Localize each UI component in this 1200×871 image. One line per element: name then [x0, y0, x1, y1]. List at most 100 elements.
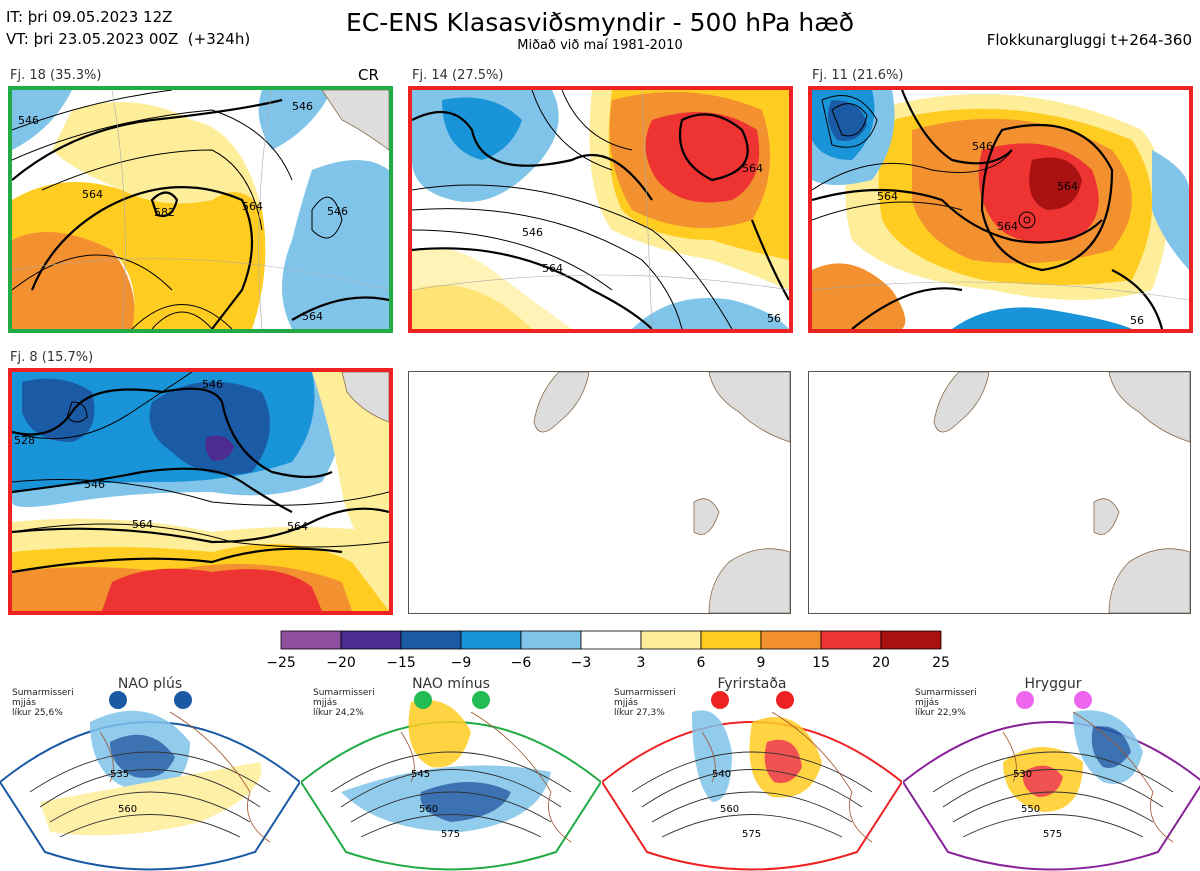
anomaly-map-1: 546 564 582 564 546 564 546 [12, 90, 389, 329]
colorbar-tick-label: 25 [932, 655, 950, 671]
regime-dot [472, 691, 490, 709]
colorbar-swatch [280, 630, 342, 650]
regime-contour-label: 560 [720, 804, 739, 815]
colorbar-tick-label: −9 [450, 655, 472, 671]
contour-label: 546 [202, 378, 223, 391]
colorbar-tick-label: −20 [326, 655, 356, 671]
panel-1-tag: CR [358, 66, 379, 84]
page-subtitle: Miðað við maí 1981-2010 [517, 38, 683, 53]
colorbar-swatch [340, 630, 402, 650]
regime-contour-label: 535 [110, 769, 129, 780]
contour-label: 564 [1057, 180, 1078, 193]
contour-label: 528 [14, 434, 35, 447]
regime-type: mjjás [12, 698, 36, 708]
regime-dot [776, 691, 794, 709]
init-time: IT: þri 09.05.2023 12Z [6, 8, 173, 26]
regime-contour-label: 560 [118, 804, 137, 815]
contour-label: 564 [877, 190, 898, 203]
page-title: EC-ENS Klasasviðsmyndir - 500 hPa hæð [345, 8, 855, 37]
contour-label: 564 [287, 520, 308, 533]
regime-name: Fyrirstaða [717, 676, 787, 692]
empty-map-panel-1 [408, 371, 791, 614]
colorbar-tick-label: 9 [756, 655, 766, 671]
contour-label: 546 [327, 205, 348, 218]
regime-name: NAO mínus [412, 676, 490, 692]
anomaly-map-2: 546 564 564 56 [412, 90, 789, 329]
colorbar-tick-label: −3 [570, 655, 592, 671]
regime-probability: líkur 25,6% [12, 708, 63, 718]
colorbar-tick-label: 15 [812, 655, 830, 671]
contour-label: 56 [767, 312, 781, 325]
contour-label: 564 [542, 262, 563, 275]
contour-label: 582 [154, 206, 175, 219]
contour-label: 56 [1130, 314, 1144, 327]
regime-type: mjjás [313, 698, 337, 708]
colorbar-tick-label: −15 [386, 655, 416, 671]
colorbar-swatch [640, 630, 702, 650]
anomaly-map-4: 528 546 546 564 564 [12, 372, 389, 611]
valid-time: VT: þri 23.05.2023 00Z (+324h) [6, 30, 251, 48]
regime-contour-label: 560 [419, 804, 438, 815]
colorbar-swatch [460, 630, 522, 650]
regime-probability: líkur 24,2% [313, 708, 364, 718]
regime-dot [174, 691, 192, 709]
regime-contour-label: 550 [1021, 804, 1040, 815]
regime-contour-label: 545 [411, 769, 430, 780]
contour-label: 564 [82, 188, 103, 201]
panel-3-label: Fj. 11 (21.6%) [812, 68, 904, 83]
anomaly-map-3: 546 564 564 564 56 [812, 90, 1189, 329]
regime-description: Sumarmisseri mjjás líkur 27,3% [614, 688, 676, 718]
colorbar-swatch [400, 630, 462, 650]
regime-probability: líkur 22,9% [915, 708, 966, 718]
regime-season: Sumarmisseri [313, 688, 375, 698]
regime-season: Sumarmisseri [12, 688, 74, 698]
cluster-map-panel-1: 546 564 582 564 546 564 546 [8, 86, 393, 333]
regime-contour-label: 530 [1013, 769, 1032, 780]
regime-season: Sumarmisseri [915, 688, 977, 698]
colorbar-swatch [760, 630, 822, 650]
contour-label: 564 [132, 518, 153, 531]
regime-description: Sumarmisseri mjjás líkur 22,9% [915, 688, 977, 718]
regime-panel-2: Sumarmisseri mjjás líkur 24,2% NAO mínus 5… [301, 672, 601, 871]
regime-dot [109, 691, 127, 709]
regime-dot [711, 691, 729, 709]
colorbar-swatch [700, 630, 762, 650]
regime-panel-3: Sumarmisseri mjjás líkur 27,3% Fyrirstaða… [602, 672, 902, 871]
contour-label: 564 [242, 200, 263, 213]
regime-contour-label: 575 [742, 829, 761, 840]
contour-label: 564 [302, 310, 323, 323]
regime-panel-4: Sumarmisseri mjjás líkur 22,9% Hryggur 530… [903, 672, 1200, 871]
regime-type: mjjás [614, 698, 638, 708]
contour-label: 546 [18, 114, 39, 127]
empty-map-panel-2 [808, 371, 1191, 614]
regime-map-1: 535 560 [0, 691, 300, 871]
colorbar-swatch [820, 630, 882, 650]
regime-map-3: 540 560 575 [602, 691, 902, 871]
cluster-map-panel-3: 546 564 564 564 56 [808, 86, 1193, 333]
colorbar-swatch [880, 630, 942, 650]
colorbar-tick-label: −25 [266, 655, 296, 671]
regime-type: mjjás [915, 698, 939, 708]
regime-contour-label: 540 [712, 769, 731, 780]
panel-1-label: Fj. 18 (35.3%) [10, 68, 102, 83]
regime-name: NAO plús [117, 676, 183, 692]
regime-season: Sumarmisseri [614, 688, 676, 698]
regime-contour-label: 575 [441, 829, 460, 840]
empty-base-map-2 [933, 372, 1190, 613]
header-times: IT: þri 09.05.2023 12Z VT: þri 23.05.202… [6, 6, 250, 50]
regime-description: Sumarmisseri mjjás líkur 25,6% [12, 688, 74, 718]
contour-label: 546 [84, 478, 105, 491]
colorbar-tick-label: −6 [510, 655, 532, 671]
contour-label: 564 [997, 220, 1018, 233]
contour-label: 564 [742, 162, 763, 175]
empty-base-map-1 [533, 372, 790, 613]
cluster-map-panel-2: 546 564 564 56 [408, 86, 793, 333]
regime-map-4: 530 550 575 [903, 691, 1200, 871]
contour-label: 546 [292, 100, 313, 113]
colorbar-tick-label: 6 [696, 655, 706, 671]
colorbar-swatch [580, 630, 642, 650]
contour-label: 546 [972, 140, 993, 153]
regime-description: Sumarmisseri mjjás líkur 24,2% [313, 688, 375, 718]
panel-4-label: Fj. 8 (15.7%) [10, 350, 94, 365]
colorbar-tick-label: 3 [636, 655, 646, 671]
